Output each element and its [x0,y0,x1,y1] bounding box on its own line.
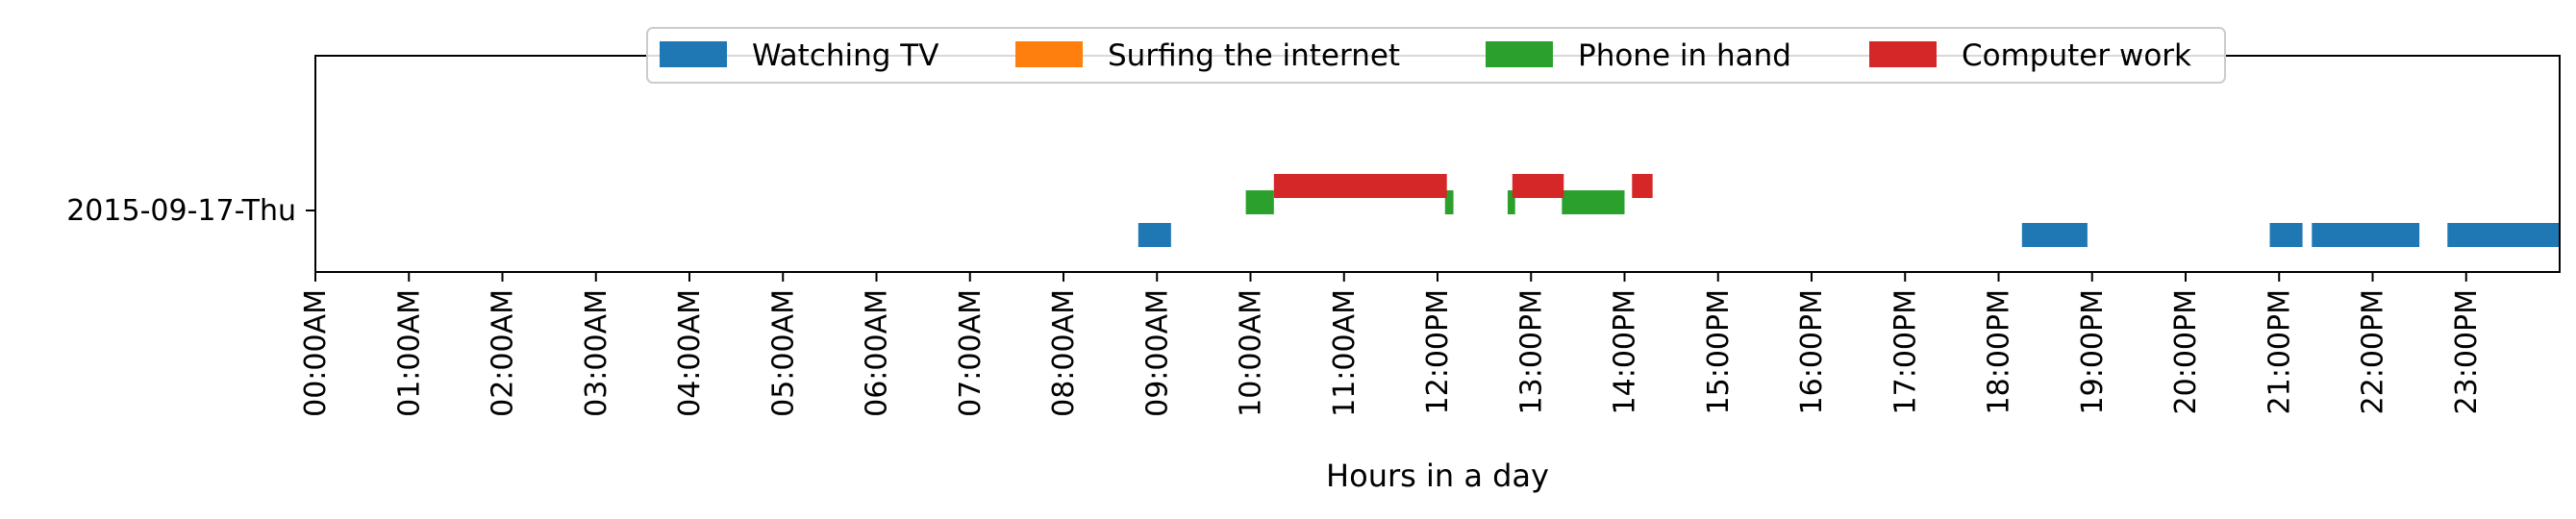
legend-swatch [1869,41,1937,67]
legend-label: Watching TV [752,38,938,73]
bar-computer-work [1274,174,1447,198]
x-tick-label: 20:00PM [2169,289,2203,414]
legend: Watching TV Surfing the internet Phone in … [647,28,2225,83]
x-tick-label: 17:00PM [1888,289,1922,414]
x-tick-label: 12:00PM [1421,289,1455,414]
legend-label: Surfing the internet [1108,38,1400,73]
x-tick-label: 16:00PM [1795,289,1829,414]
bar-watching-tv [2447,223,2560,247]
bars-layer [1138,174,2560,247]
x-tick-label: 21:00PM [2263,289,2296,414]
y-axis: 2015-09-17-Thu [66,194,315,228]
legend-swatch [1486,41,1553,67]
bar-computer-work [1632,174,1652,198]
x-tick-label: 02:00AM [487,289,520,417]
x-tick-label: 04:00AM [673,289,707,417]
x-tick-label: 00:00AM [299,289,333,417]
legend-label: Computer work [1962,38,2191,73]
x-tick-label: 08:00AM [1047,289,1081,417]
x-tick-label: 10:00AM [1235,289,1268,417]
bar-phone-in-hand [1562,190,1624,214]
legend-label: Phone in hand [1578,38,1791,73]
y-tick-label: 2015-09-17-Thu [66,194,296,228]
bar-watching-tv [2270,223,2303,247]
x-axis-title: Hours in a day [1326,457,1549,494]
x-tick-label: 03:00AM [580,289,613,417]
x-tick-label: 22:00PM [2357,289,2390,414]
x-tick-label: 13:00PM [1514,289,1548,414]
legend-swatch [1015,41,1083,67]
x-axis: 00:00AM 01:00AM 02:00AM 03:00AM 04:00AM 05:00… [299,272,2484,417]
x-tick-label: 23:00PM [2450,289,2484,414]
legend-swatch [660,41,727,67]
x-tick-label: 09:00AM [1140,289,1174,417]
x-tick-label: 11:00AM [1328,289,1362,417]
x-tick-label: 18:00PM [1983,289,2016,414]
x-tick-label: 07:00AM [954,289,988,417]
x-tick-label: 06:00AM [861,289,894,417]
x-tick-label: 01:00AM [392,289,426,417]
bar-phone-in-hand [1246,190,1274,214]
x-tick-label: 19:00PM [2076,289,2110,414]
bar-computer-work [1513,174,1563,198]
x-tick-label: 14:00PM [1609,289,1642,414]
bar-watching-tv [2312,223,2419,247]
bar-watching-tv [1138,223,1171,247]
bar-watching-tv [2022,223,2088,247]
x-tick-label: 15:00PM [1702,289,1736,414]
x-tick-label: 05:00AM [766,289,800,417]
plot-frame [315,56,2560,272]
